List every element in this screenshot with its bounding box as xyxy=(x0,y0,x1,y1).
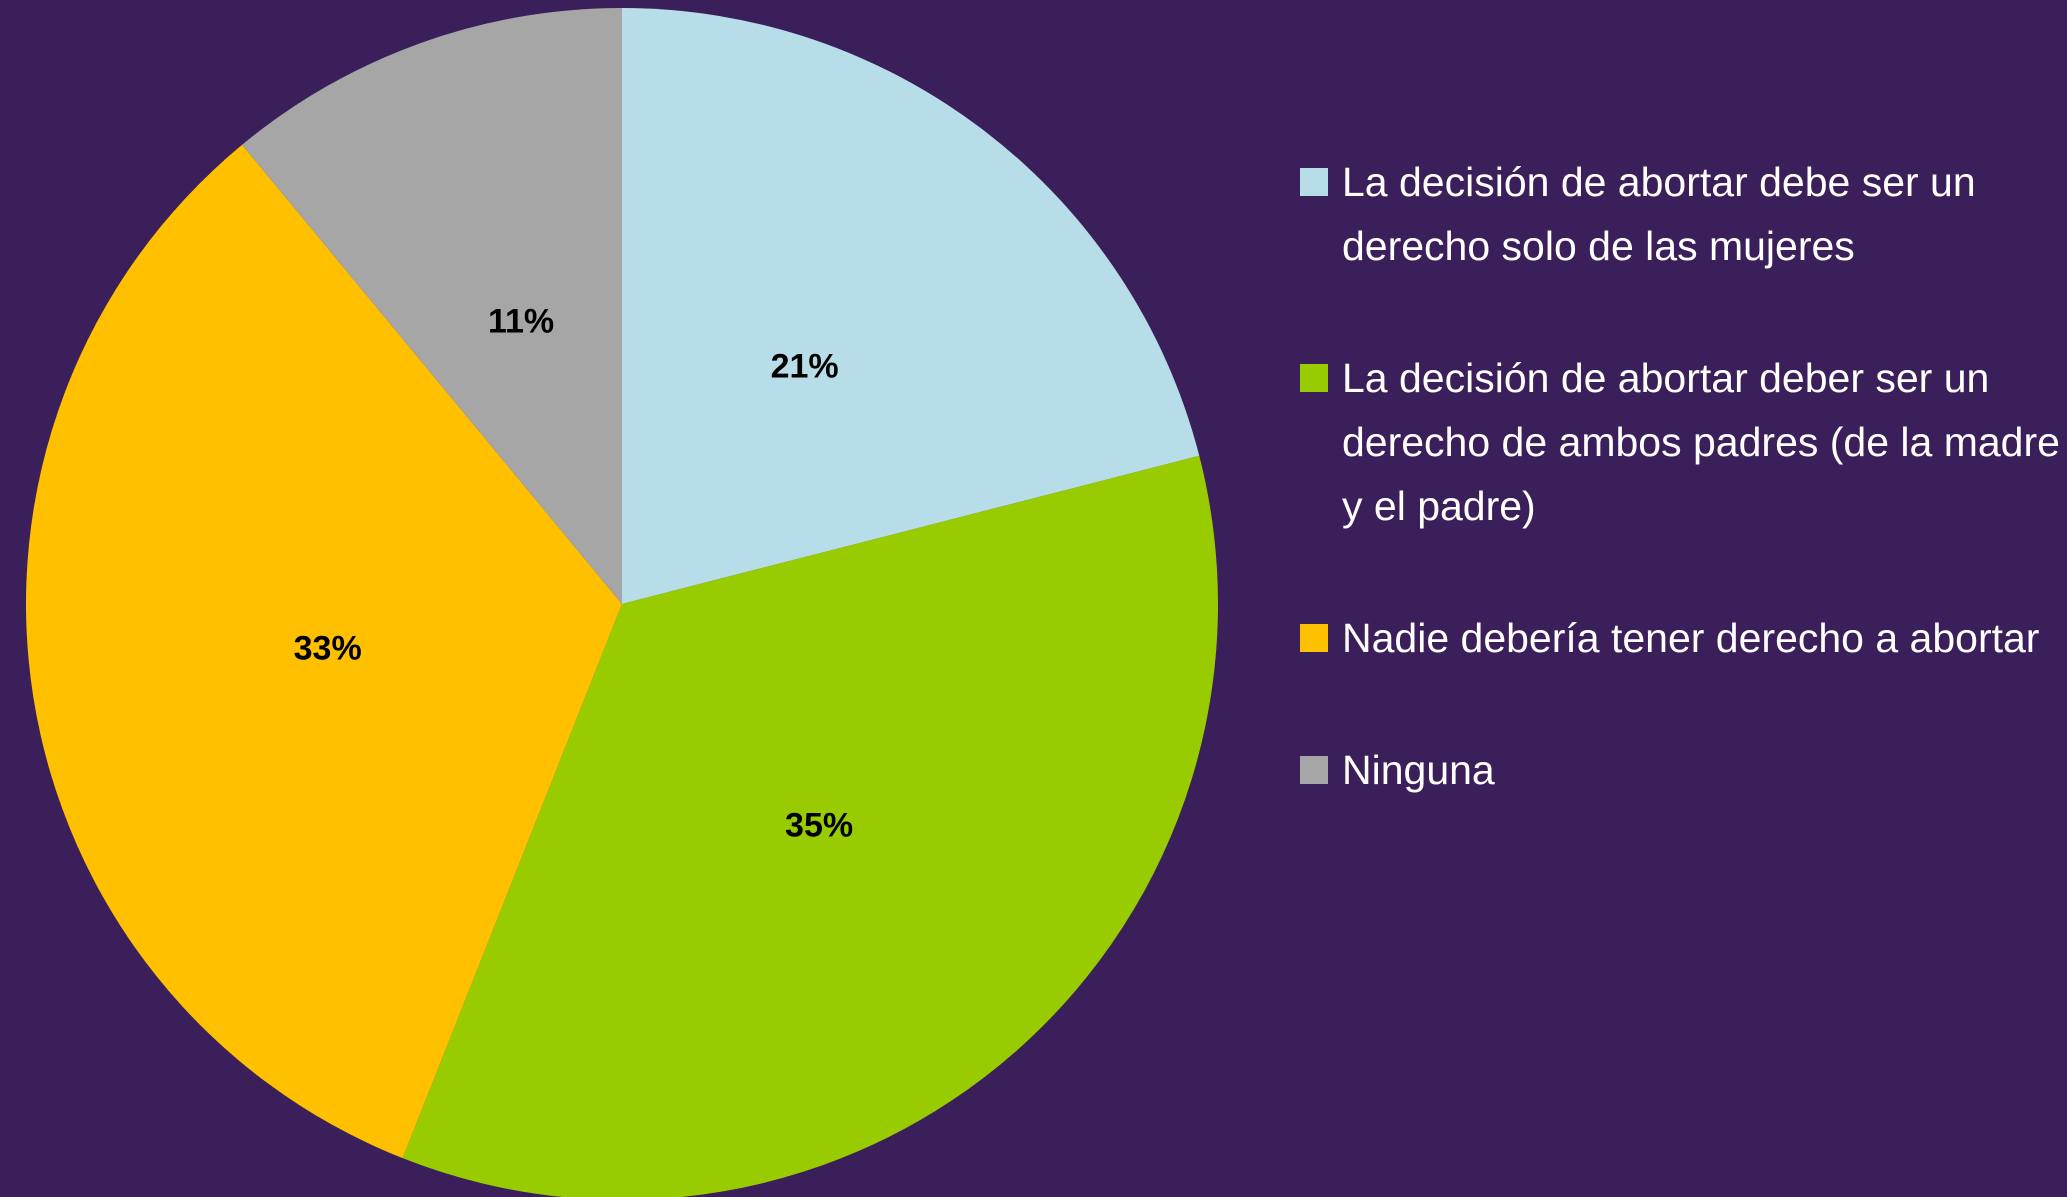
pie-slice xyxy=(402,455,1218,1197)
legend-item: La decisión de abortar debe ser un derec… xyxy=(1300,150,2060,278)
legend-swatch xyxy=(1300,364,1328,392)
legend-label: La decisión de abortar debe ser un derec… xyxy=(1342,159,1976,269)
legend-label: Nadie debería tener derecho a abortar xyxy=(1342,615,2040,661)
pie-slice xyxy=(242,8,622,604)
legend-swatch xyxy=(1300,756,1328,784)
chart: 21% 35% 33% 11% xyxy=(25,8,1218,1197)
data-label: 33% xyxy=(294,630,362,668)
pie-slice xyxy=(622,8,1200,604)
legend-swatch xyxy=(1300,168,1328,196)
legend-label: Ninguna xyxy=(1342,747,1495,793)
legend-item: La decisión de abortar deber ser un dere… xyxy=(1300,346,2060,538)
legend-swatch xyxy=(1300,624,1328,652)
data-label: 11% xyxy=(488,303,554,341)
pie-slice xyxy=(25,144,622,1159)
legend-label: La decisión de abortar deber ser un dere… xyxy=(1342,355,2060,529)
legend-item: Ninguna xyxy=(1300,738,2060,802)
data-label: 35% xyxy=(785,807,853,845)
data-label: 21% xyxy=(771,348,839,386)
legend-item: Nadie debería tener derecho a abortar xyxy=(1300,606,2060,670)
legend: La decisión de abortar debe ser un derec… xyxy=(1300,150,2060,870)
